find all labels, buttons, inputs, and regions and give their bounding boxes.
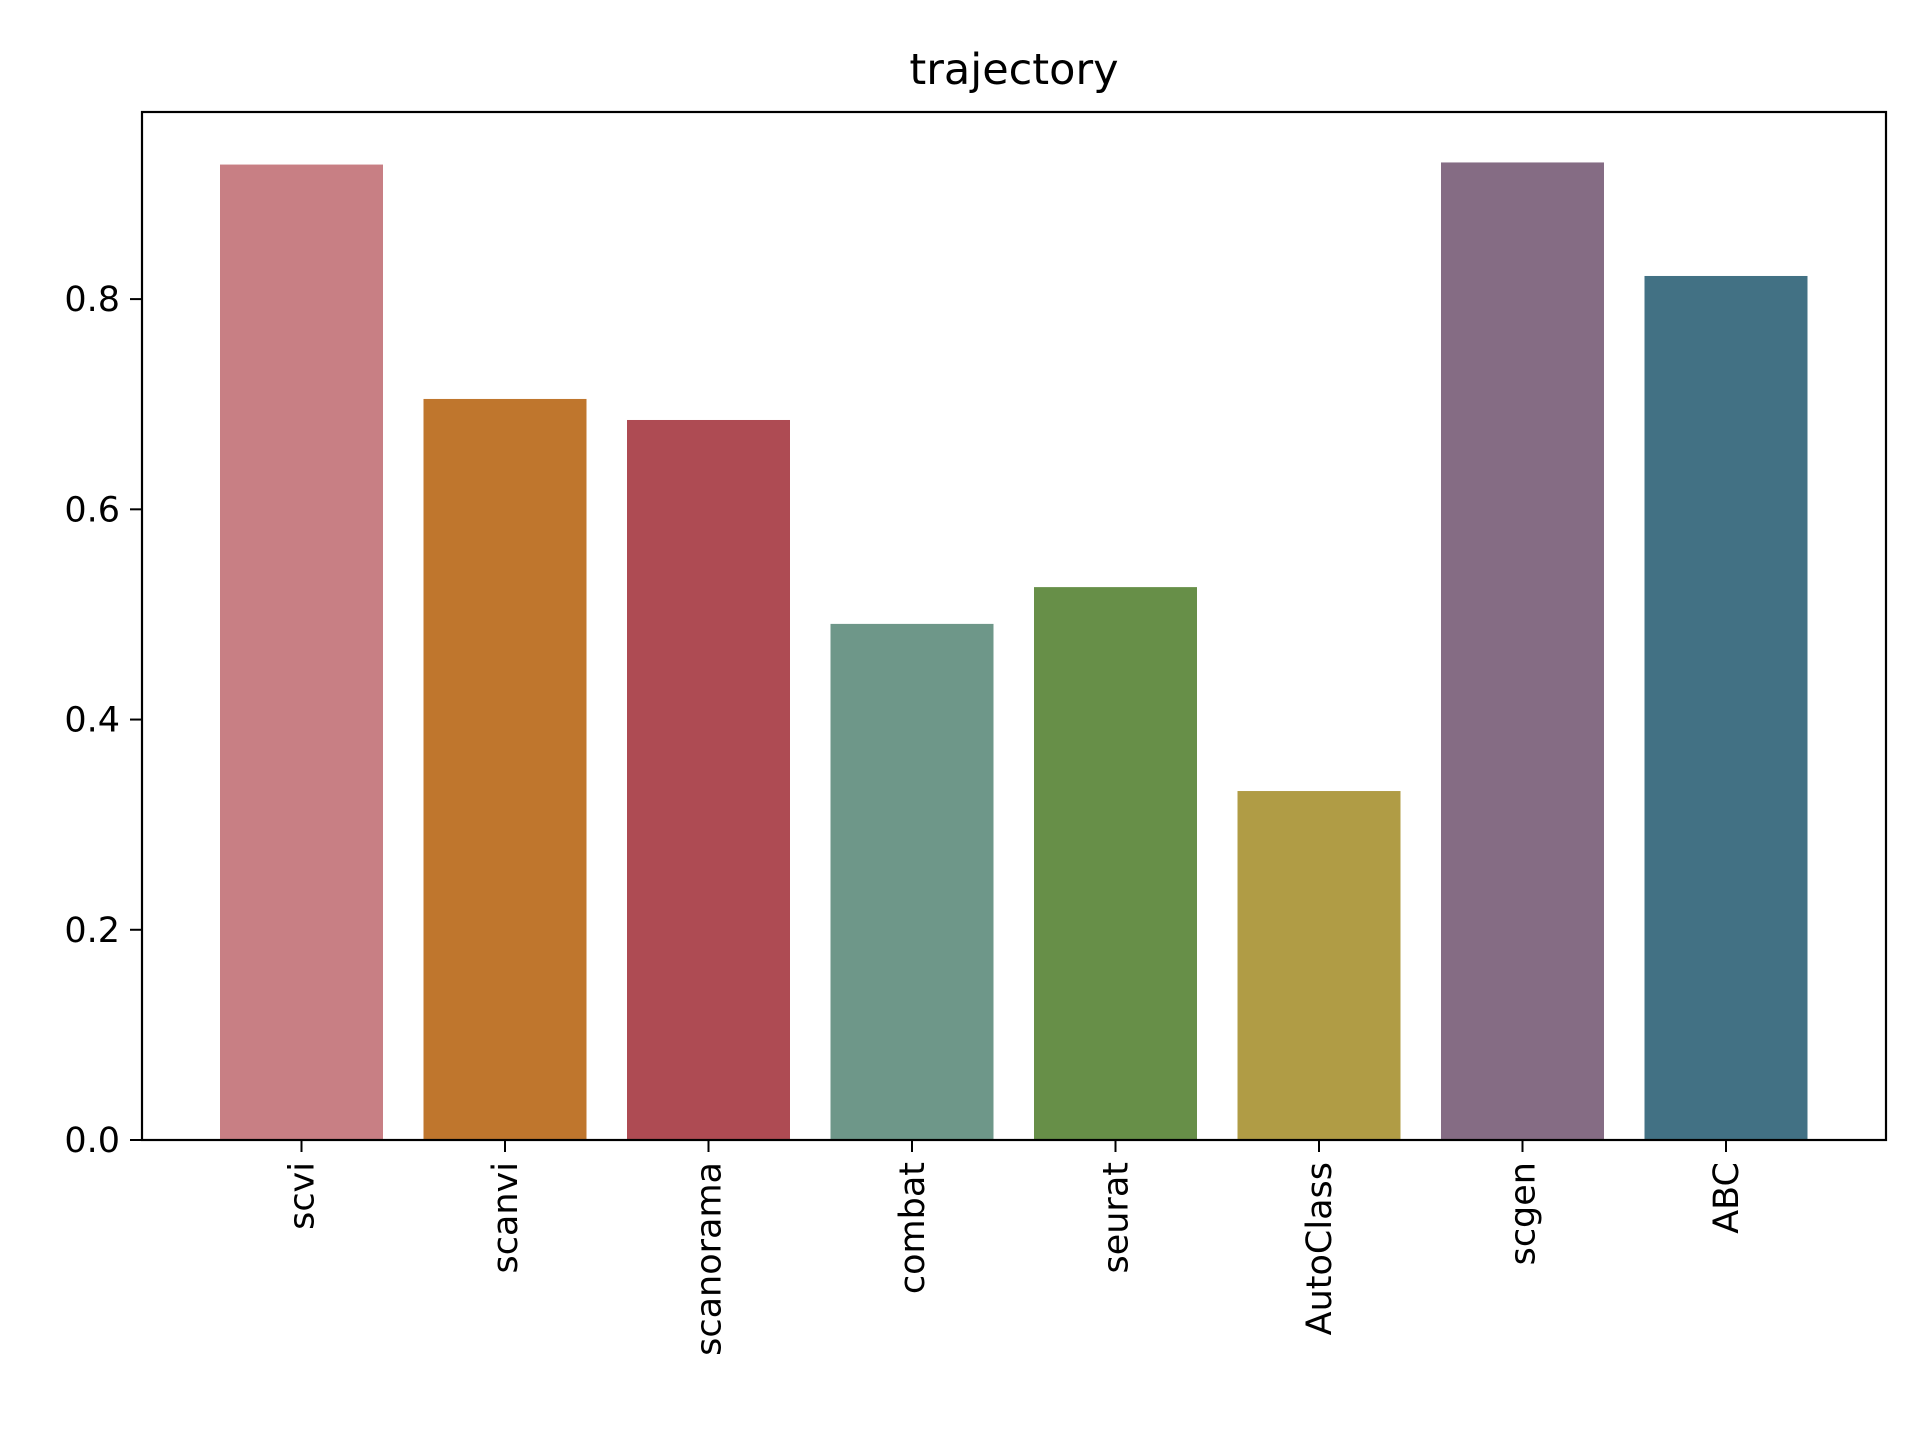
y-tick-label: 0.0 [64,1121,120,1161]
bar-combat [830,623,994,1140]
bar-scvi [220,164,383,1140]
y-tick-label: 0.4 [64,701,120,741]
bar-abc [1644,275,1808,1140]
chart-title: trajectory [909,45,1118,95]
bars-layer [220,162,1808,1141]
plot-frame [140,110,1888,1142]
x-tick-label: ABC [1707,1162,1747,1234]
x-tick-label: combat [893,1162,933,1294]
x-tick-label: seurat [1097,1162,1137,1274]
y-axis: 0.0 0.2 0.4 0.6 0.8 [64,280,142,1161]
bar-scanvi [423,398,587,1141]
x-axis: scvi scanvi scanorama combat seurat AutoClass… [283,1140,1747,1356]
bar-scanorama [627,419,790,1140]
x-tick-label: scanvi [486,1162,526,1274]
y-tick-label: 0.2 [64,911,120,951]
y-tick-label: 0.8 [64,280,120,320]
x-tick-label: scvi [283,1162,323,1230]
x-tick-label: scgen [1504,1162,1544,1265]
bar-seurat [1034,587,1197,1140]
x-tick-label: scanorama [690,1162,730,1356]
x-tick-label: AutoClass [1300,1162,1340,1335]
bar-scgen [1441,162,1604,1141]
y-tick-label: 0.6 [64,490,120,530]
bar-autoclass [1237,791,1401,1140]
